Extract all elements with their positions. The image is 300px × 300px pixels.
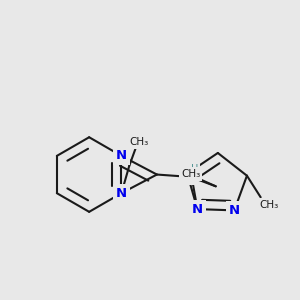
Text: N: N [116, 187, 127, 200]
Text: CH₃: CH₃ [259, 200, 278, 210]
Text: CH₃: CH₃ [130, 137, 149, 147]
Text: H: H [191, 164, 199, 174]
Text: N: N [229, 204, 240, 217]
Text: CH₃: CH₃ [181, 169, 200, 179]
Text: N: N [116, 149, 127, 162]
Text: N: N [192, 202, 203, 216]
Text: N: N [183, 170, 194, 183]
